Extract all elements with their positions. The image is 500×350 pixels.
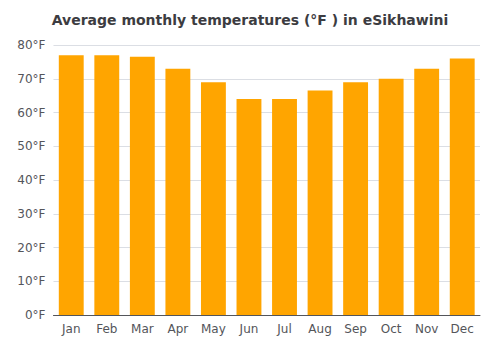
svg-text:Average monthly temperatures (: Average monthly temperatures (°F ) in eS… — [52, 12, 449, 28]
svg-text:50°F: 50°F — [17, 139, 45, 153]
svg-text:Dec: Dec — [451, 322, 474, 336]
svg-text:Jan: Jan — [61, 322, 81, 336]
svg-text:20°F: 20°F — [17, 241, 45, 255]
svg-text:Nov: Nov — [415, 322, 438, 336]
svg-text:Mar: Mar — [131, 322, 154, 336]
svg-text:Aug: Aug — [308, 322, 331, 336]
svg-text:Apr: Apr — [167, 322, 188, 336]
svg-text:Jul: Jul — [276, 322, 291, 336]
svg-text:10°F: 10°F — [17, 274, 45, 288]
svg-text:Feb: Feb — [96, 322, 117, 336]
svg-text:Sep: Sep — [344, 322, 367, 336]
svg-text:Jun: Jun — [239, 322, 259, 336]
svg-text:70°F: 70°F — [17, 72, 45, 86]
svg-text:60°F: 60°F — [17, 106, 45, 120]
svg-text:30°F: 30°F — [17, 207, 45, 221]
svg-text:May: May — [201, 322, 226, 336]
svg-text:Oct: Oct — [381, 322, 402, 336]
svg-text:40°F: 40°F — [17, 173, 45, 187]
svg-text:0°F: 0°F — [25, 308, 46, 322]
svg-text:80°F: 80°F — [17, 38, 45, 52]
